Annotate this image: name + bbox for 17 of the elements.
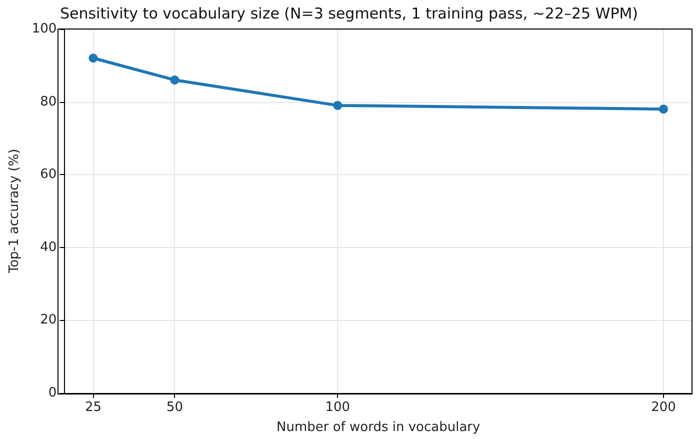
x-tick-label: 50 — [166, 400, 183, 415]
y-tick-label: 60 — [40, 167, 57, 182]
x-tick-label: 100 — [325, 400, 350, 415]
point — [170, 75, 180, 84]
y-tick-label: 0 — [48, 386, 57, 400]
x-tick-label: 25 — [84, 400, 102, 415]
x-axis-title: Number of words in vocabulary — [276, 420, 481, 435]
point — [658, 104, 668, 114]
y-tick-label: 20 — [40, 312, 57, 328]
y-tick-label: 40 — [40, 240, 57, 255]
point — [333, 100, 342, 110]
point — [88, 54, 98, 63]
chart-title: Sensitivity to vocabulary size (N=3 segments, 1 training pass, ~22–25 WPM) — [60, 4, 638, 22]
y-tick-label: 100 — [32, 22, 57, 36]
x-tick-label: 200 — [651, 400, 676, 415]
y-axis-title: Top-1 accuracy (%) — [7, 148, 22, 274]
y-tick-label: 80 — [40, 94, 57, 110]
